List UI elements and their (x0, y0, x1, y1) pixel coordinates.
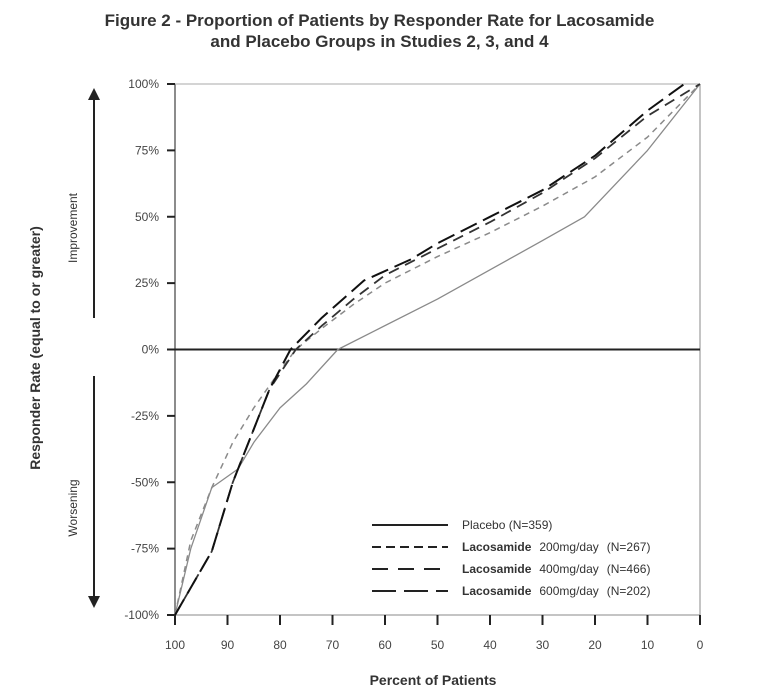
series-layer (174, 83, 701, 616)
legend-drug-name: Lacosamide (462, 584, 532, 598)
x-tick-label: 0 (697, 638, 704, 652)
x-axis-title: Percent of Patients (370, 672, 497, 688)
y-tick-label: 25% (135, 276, 159, 290)
x-tick-label: 20 (588, 638, 602, 652)
legend-entry-label: Lacosamide 200mg/day (N=267) (462, 540, 650, 554)
axes: 100%75%50%25%0%-25%-50%-75%-100%100 90 80 7… (124, 77, 703, 652)
y-tick-label: -50% (131, 475, 159, 489)
legend-entry-label: Placebo (N=359) (462, 518, 552, 532)
chart-title-line-2: and Placebo Groups in Studies 2, 3, and … (210, 32, 549, 51)
x-tick-label: 10 (641, 638, 655, 652)
y-tick-label: 0% (142, 343, 160, 357)
y-tick-label: 100% (128, 77, 159, 91)
legend-dose: 200mg/day (539, 540, 598, 554)
axis-labels: Percent of Patients Responder Rate (equa… (27, 88, 497, 688)
y-axis-title: Responder Rate (equal to or greater) (27, 226, 43, 470)
y-tick-label: 75% (135, 143, 159, 157)
series-line-600mg-day (174, 83, 685, 616)
series-line-placebo (174, 83, 701, 616)
x-tick-label: 90 (221, 638, 235, 652)
x-tick-label: 70 (326, 638, 340, 652)
legend-dose: 400mg/day (539, 562, 598, 576)
legend: Placebo (N=359) Lacosamide 200mg/day (N=267… (372, 518, 650, 598)
legend-entry-label: Lacosamide 600mg/day (N=202) (462, 584, 650, 598)
x-tick-label: 60 (378, 638, 392, 652)
legend-n: (N=267) (607, 540, 651, 554)
legend-entry-label: Lacosamide 400mg/day (N=466) (462, 562, 650, 576)
x-tick-label: 50 (431, 638, 445, 652)
legend-drug-name: Lacosamide (462, 540, 532, 554)
x-tick-label: 30 (536, 638, 550, 652)
chart-title: Figure 2 - Proportion of Patients by Res… (0, 10, 759, 52)
worsening-arrow-icon (88, 376, 100, 608)
improvement-label: Improvement (66, 192, 80, 263)
y-tick-label: 50% (135, 210, 159, 224)
y-tick-label: -75% (131, 542, 159, 556)
legend-n: (N=202) (607, 584, 651, 598)
worsening-label: Worsening (66, 479, 80, 536)
chart-title-line-1: Figure 2 - Proportion of Patients by Res… (104, 11, 655, 30)
x-tick-label: 80 (273, 638, 287, 652)
x-tick-label: 40 (483, 638, 497, 652)
series-line-200mg-day (174, 83, 701, 616)
y-tick-label: -100% (124, 608, 159, 622)
legend-drug-name: Lacosamide (462, 562, 532, 576)
improvement-arrow-icon (88, 88, 100, 318)
y-tick-label: -25% (131, 409, 159, 423)
legend-n: (N=466) (607, 562, 651, 576)
legend-dose: 600mg/day (539, 584, 598, 598)
x-tick-label: 100 (165, 638, 185, 652)
